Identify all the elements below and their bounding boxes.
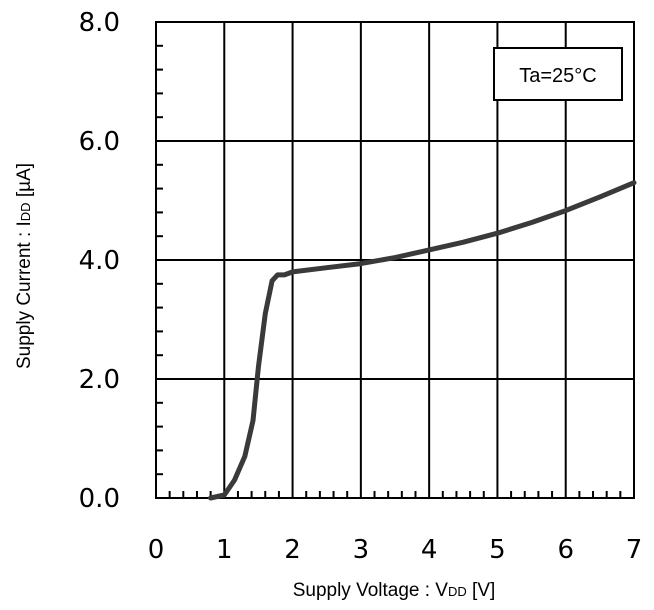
y-tick-label: 2.0 bbox=[79, 365, 120, 395]
x-axis-title-subscript: DD bbox=[448, 584, 467, 599]
y-tick-label: 0.0 bbox=[79, 484, 120, 514]
series-layer bbox=[208, 180, 637, 501]
legend-frame bbox=[493, 47, 623, 101]
minor-ticks bbox=[156, 44, 622, 498]
series-line bbox=[208, 180, 637, 501]
x-tick-label: 1 bbox=[216, 535, 233, 565]
y-tick-label: 8.0 bbox=[79, 8, 120, 38]
y-axis-title-unit: [µA] bbox=[14, 163, 35, 202]
x-tick-label: 4 bbox=[421, 535, 438, 565]
y-tick-labels: 0.0 2.0 4.0 6.0 8.0 bbox=[79, 8, 120, 514]
x-tick-label: 7 bbox=[626, 535, 643, 565]
legend-label: Ta=25°C bbox=[519, 65, 597, 87]
legend-box: Ta=25°C bbox=[493, 47, 623, 101]
x-axis-title-unit: [V] bbox=[467, 580, 496, 601]
y-axis-title-main: Supply Current : I bbox=[14, 221, 35, 369]
y-tick-label: 4.0 bbox=[79, 246, 120, 276]
x-tick-label: 5 bbox=[489, 535, 506, 565]
x-tick-label: 3 bbox=[353, 535, 370, 565]
grid bbox=[156, 22, 634, 498]
x-tick-label: 6 bbox=[557, 535, 574, 565]
y-axis-title-subscript: DD bbox=[18, 202, 33, 221]
x-axis-title: Supply Voltage : VDD [V] bbox=[293, 580, 496, 601]
y-tick-label: 6.0 bbox=[79, 127, 120, 157]
x-tick-labels: 0 1 2 3 4 5 6 7 bbox=[148, 535, 643, 565]
plot-frame bbox=[155, 21, 635, 499]
x-tick-label: 2 bbox=[284, 535, 301, 565]
x-tick-label: 0 bbox=[148, 535, 165, 565]
x-axis-title-main: Supply Voltage : V bbox=[293, 580, 449, 601]
y-axis-title: Supply Current : IDD [µA] bbox=[14, 163, 35, 369]
